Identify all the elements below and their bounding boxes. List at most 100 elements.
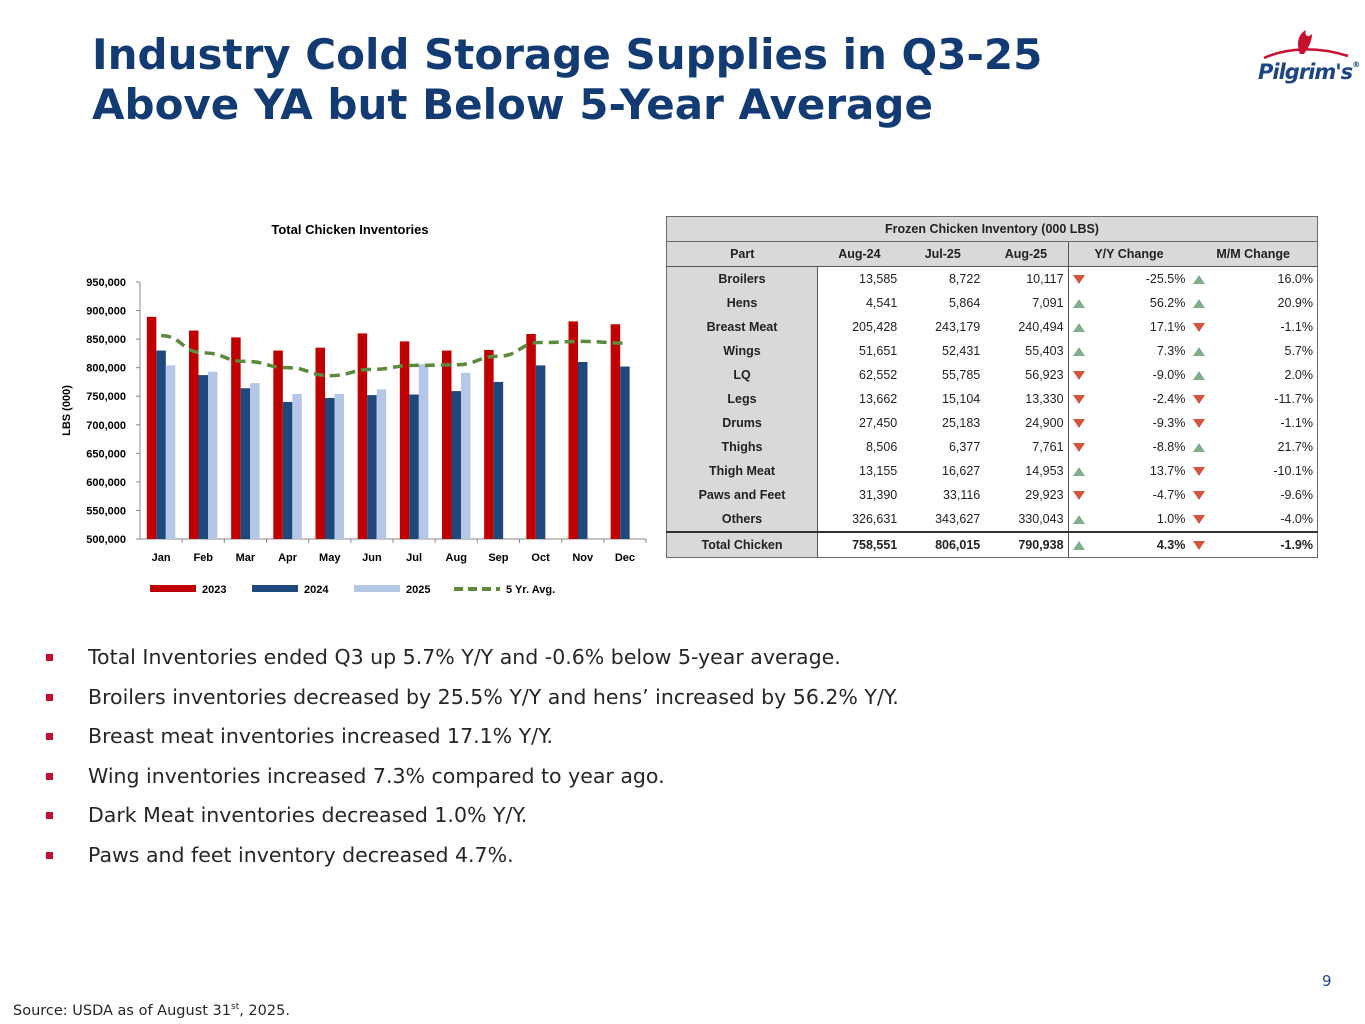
triangle-down-icon [1193, 490, 1206, 500]
chart-title: Total Chicken Inventories [271, 222, 428, 237]
value-cell: 205,428 [852, 320, 898, 334]
triangle-down-icon [1193, 466, 1206, 476]
change-value: -4.0% [1280, 512, 1313, 526]
table-header-row: Part Aug-24 Jul-25 Aug-25 Y/Y Change M/M Chan… [666, 241, 1318, 267]
triangle-down-icon [1072, 442, 1085, 452]
triangle-up-icon [1072, 540, 1085, 550]
x-tick-label: Sep [488, 552, 508, 564]
rooster-icon [1263, 30, 1349, 60]
legend-label: 2025 [406, 584, 430, 596]
part-cell: Breast Meat [666, 315, 818, 339]
part-cell: Broilers [666, 266, 818, 291]
change-cell: -9.0% [1067, 363, 1190, 387]
table-total-row: Total Chicken 758,551 806,015 790,938 4.3% -1… [666, 531, 1318, 558]
value-cell: 29,923 [1025, 488, 1064, 502]
value-cell: 343,627 [935, 512, 981, 526]
value-cell: 758,551 [817, 531, 902, 558]
bullet-item: Dark Meat inventories decreased 1.0% Y/Y… [44, 798, 899, 838]
column-header: M/M Change [1189, 241, 1318, 267]
bar-2024-Mar [240, 388, 251, 539]
bullet-item: Breast meat inventories increased 17.1% … [44, 719, 899, 759]
table-row: Others 326,631 343,627 330,043 1.0% -4.0% [666, 507, 1318, 532]
avg-line-5yr [160, 333, 625, 378]
y-tick-label: 950,000 [86, 277, 126, 289]
legend-swatch-2023 [150, 585, 196, 592]
change-value: -9.6% [1280, 488, 1313, 502]
bar-2023-Jul [399, 341, 410, 539]
value-cell: 5,864 [948, 296, 981, 310]
bullet-text: Broilers inventories decreased by 25.5% … [88, 684, 899, 709]
bar-2023-Aug [442, 350, 452, 539]
value-cell: 240,494 [1018, 320, 1064, 334]
bar-2023-Jan [146, 316, 157, 539]
change-value: 7.3% [1156, 344, 1186, 358]
value-cell: 4,541 [865, 296, 898, 310]
value-cell: 10,117 [1026, 272, 1064, 286]
triangle-up-icon [1193, 346, 1206, 356]
value-cell: 326,631 [852, 512, 898, 526]
frozen-chicken-inventory-table: Frozen Chicken Inventory (000 LBS) Part A… [666, 216, 1318, 558]
change-cell: -4.0% [1189, 507, 1317, 532]
table-row: Thighs 8,506 6,377 7,761 -8.8% 21.7% [666, 435, 1318, 459]
y-axis-label: LBS (000) [61, 385, 73, 436]
bar-2023-Apr [273, 350, 283, 539]
value-cell: 13,585 [859, 272, 898, 286]
value-cell: 243,179 [935, 320, 981, 334]
change-value: -1.9% [1280, 538, 1313, 552]
change-cell: 17.1% [1067, 315, 1190, 339]
triangle-up-icon [1072, 322, 1085, 332]
bullet-square-icon [46, 812, 53, 819]
bar-2023-Mar [231, 337, 241, 539]
bar-2024-Oct [535, 365, 546, 539]
bullet-square-icon [46, 693, 53, 701]
change-value: -25.5% [1145, 272, 1186, 286]
bar-2023-Feb [189, 330, 199, 539]
total-chicken-inventories-chart: Total Chicken Inventories LBS (000) 500,00… [61, 222, 647, 596]
triangle-up-icon [1193, 298, 1206, 308]
part-cell: Total Chicken [666, 531, 818, 558]
change-cell: 56.2% [1067, 291, 1190, 315]
y-tick-label: 700,000 [86, 420, 126, 432]
page-number: 9 [1322, 972, 1332, 990]
y-tick-label: 650,000 [86, 448, 126, 460]
column-header: Jul-25 [901, 241, 985, 267]
table-row: Thigh Meat 13,155 16,627 14,953 13.7% -10.1% [666, 459, 1318, 483]
value-cell: 25,183 [942, 416, 981, 430]
bar-2025-Jan [165, 365, 176, 539]
y-tick-label: 800,000 [86, 363, 126, 375]
bar-2025-Jul [418, 364, 429, 539]
table-row: Hens 4,541 5,864 7,091 56.2% 20.9% [666, 291, 1318, 315]
bar-2025-Jun [376, 389, 387, 539]
value-cell: 27,450 [859, 416, 898, 430]
part-cell: Legs [666, 387, 818, 411]
change-value: 16.0% [1277, 272, 1313, 286]
x-tick-label: Aug [446, 552, 467, 564]
value-cell: 790,938 [984, 531, 1069, 558]
bar-2024-Jan [156, 350, 166, 539]
triangle-down-icon [1072, 370, 1085, 380]
value-cell: 55,785 [942, 368, 981, 382]
change-cell: 1.0% [1067, 507, 1190, 532]
legend-swatch-2024 [252, 585, 298, 592]
value-cell: 62,552 [859, 368, 898, 382]
slide-title-line-1: Industry Cold Storage Supplies in Q3-25 [92, 30, 1043, 79]
change-value: -10.1% [1273, 464, 1313, 478]
triangle-up-icon [1072, 466, 1085, 476]
change-value: 5.7% [1284, 344, 1314, 358]
bullet-text: Total Inventories ended Q3 up 5.7% Y/Y a… [88, 645, 841, 669]
change-value: -9.0% [1152, 368, 1186, 382]
source-note: Source: USDA as of August 31st, 2025. [13, 1002, 290, 1019]
part-cell: Thigh Meat [666, 459, 818, 483]
legend-swatch-2025 [354, 585, 400, 592]
change-value: -11.7% [1274, 392, 1313, 406]
change-cell: -9.6% [1189, 483, 1317, 507]
bullet-text: Breast meat inventories increased 17.1% … [88, 724, 553, 748]
bar-2024-Dec [620, 366, 630, 539]
change-value: -1.1% [1280, 416, 1313, 430]
table-row: Drums 27,450 25,183 24,900 -9.3% -1.1% [666, 411, 1318, 435]
y-tick-label: 600,000 [86, 477, 126, 489]
triangle-down-icon [1193, 394, 1206, 404]
table-row: Broilers 13,585 8,722 10,117 -25.5% 16.0% [666, 266, 1318, 291]
logo-wordmark: Pilgrim's® [1258, 60, 1360, 84]
change-cell: -1.1% [1189, 411, 1317, 435]
